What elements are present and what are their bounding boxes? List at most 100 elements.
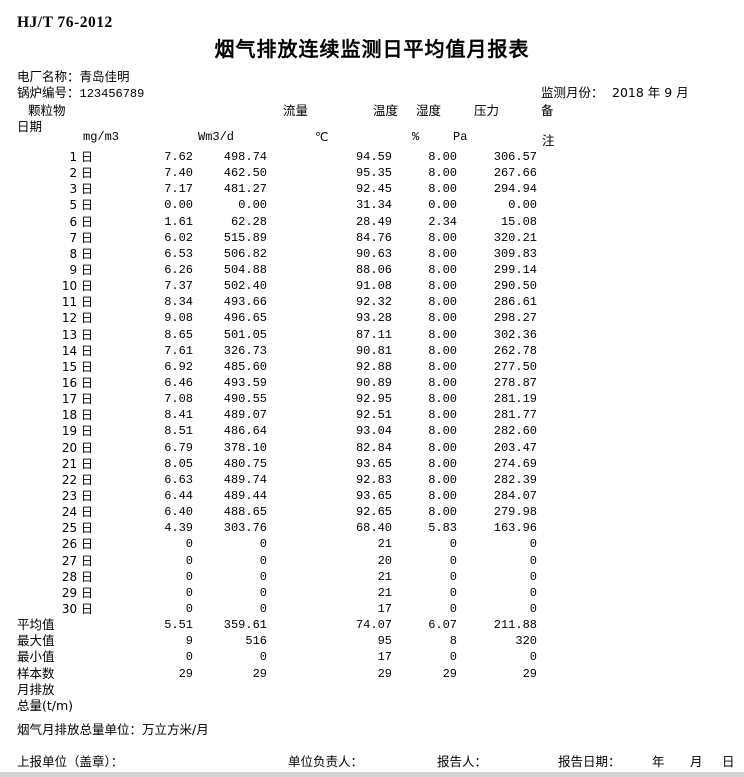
row-label: 5 日 xyxy=(69,198,93,213)
cell-value: 485.60 xyxy=(223,359,267,374)
row-label: 15 日 xyxy=(61,359,93,374)
cell-value: 21 xyxy=(377,569,392,584)
cell-value xyxy=(392,698,457,714)
row-label: 11 日 xyxy=(61,295,93,310)
cell-value: 8.51 xyxy=(164,424,193,439)
cell-value: 290.50 xyxy=(493,279,537,294)
row-label: 8 日 xyxy=(69,246,93,261)
row-label: 9 日 xyxy=(69,262,93,277)
cell-value: 0 xyxy=(529,537,537,552)
cell-value: 203.47 xyxy=(493,440,537,455)
cell-value: 1.61 xyxy=(164,214,193,229)
cell-value: 8.00 xyxy=(428,488,457,503)
cell-value: 7.62 xyxy=(164,150,193,164)
cell-value: 8.00 xyxy=(428,424,457,439)
column-header-remark-bottom: 注 xyxy=(542,133,555,148)
row-label: 14 日 xyxy=(61,343,93,358)
cell-value: 17 xyxy=(377,650,392,665)
row-label: 平均值 xyxy=(17,617,55,633)
cell-value: 92.88 xyxy=(355,359,392,374)
cell-value: 0 xyxy=(185,537,193,552)
cell-value: 92.83 xyxy=(355,472,392,487)
cell-value: 0 xyxy=(185,569,193,584)
monitor-month-label: 监测月份： xyxy=(541,85,604,100)
summary-row: 月排放 xyxy=(17,682,727,698)
day-row: 6 日 1.61 62.28 28.49 2.34 15.08 xyxy=(17,214,727,230)
monitor-month-value: 2018 年 9 月 xyxy=(612,85,689,100)
cell-value: 7.61 xyxy=(164,343,193,358)
cell-value: 9 xyxy=(185,634,193,649)
cell-value: 0 xyxy=(529,569,537,584)
day-row: 5 日 0.00 0.00 31.34 0.00 0.00 xyxy=(17,197,727,213)
cell-value: 8.00 xyxy=(428,311,457,326)
cell-value: 0 xyxy=(449,650,457,665)
day-row: 11 日 8.34 493.66 92.32 8.00 286.61 xyxy=(17,294,727,310)
cell-value: 8.00 xyxy=(428,150,457,164)
cell-value: 2.34 xyxy=(428,214,457,229)
unit-flow: Wm3/d xyxy=(198,130,235,144)
cell-value: 0 xyxy=(449,569,457,584)
cell-value xyxy=(267,682,392,698)
day-row: 3 日 7.17 481.27 92.45 8.00 294.94 xyxy=(17,181,727,197)
cell-value: 294.94 xyxy=(493,182,537,197)
cell-value: 281.19 xyxy=(493,392,537,407)
cell-value: 84.76 xyxy=(355,230,392,245)
cell-value: 8.00 xyxy=(428,456,457,471)
cell-value: 6.46 xyxy=(164,375,193,390)
row-label: 28 日 xyxy=(61,569,93,584)
cell-value: 93.65 xyxy=(355,456,392,471)
day-row: 19 日 8.51 486.64 93.04 8.00 282.60 xyxy=(17,423,727,439)
row-label: 13 日 xyxy=(61,327,93,342)
cell-value: 91.08 xyxy=(355,279,392,294)
cell-value: 282.39 xyxy=(493,472,537,487)
cell-value: 7.40 xyxy=(164,166,193,181)
cell-value: 490.55 xyxy=(223,392,267,407)
cell-value: 282.60 xyxy=(493,424,537,439)
cell-value: 21 xyxy=(377,585,392,600)
cell-value: 320 xyxy=(515,634,537,649)
plant-name-line: 电厂名称：青岛佳明 xyxy=(17,66,130,85)
cell-value: 62.28 xyxy=(230,214,267,229)
cell-value: 8.00 xyxy=(428,262,457,277)
cell-value: 498.74 xyxy=(223,150,267,164)
day-row: 18 日 8.41 489.07 92.51 8.00 281.77 xyxy=(17,407,727,423)
cell-value: 8.65 xyxy=(164,327,193,342)
cell-value: 8.00 xyxy=(428,182,457,197)
row-label: 3 日 xyxy=(69,182,93,197)
cell-value: 8.00 xyxy=(428,230,457,245)
cell-value: 359.61 xyxy=(223,618,267,633)
month-label: 月 xyxy=(690,754,703,769)
cell-value: 92.65 xyxy=(355,505,392,520)
cell-value: 5.83 xyxy=(428,521,457,536)
cell-value: 88.06 xyxy=(355,262,392,277)
cell-value: 489.74 xyxy=(223,472,267,487)
row-label: 24 日 xyxy=(61,505,93,520)
cell-value: 29 xyxy=(522,666,537,681)
cell-value xyxy=(93,698,193,714)
cell-value: 90.89 xyxy=(355,375,392,390)
day-row: 25 日 4.39 303.76 68.40 5.83 163.96 xyxy=(17,520,727,536)
cell-value: 4.39 xyxy=(164,521,193,536)
cell-value: 284.07 xyxy=(493,488,537,503)
cell-value: 90.81 xyxy=(355,343,392,358)
column-header-pressure: 压力 xyxy=(474,103,500,118)
cell-value: 15.08 xyxy=(500,214,537,229)
row-label: 最大值 xyxy=(17,633,55,649)
row-label: 17 日 xyxy=(61,392,93,407)
cell-value: 481.27 xyxy=(223,182,267,197)
cell-value: 29 xyxy=(442,666,457,681)
cell-value: 0.00 xyxy=(428,198,457,213)
cell-value: 6.92 xyxy=(164,359,193,374)
column-header-flow: 流量 xyxy=(283,103,309,118)
day-row: 12 日 9.08 496.65 93.28 8.00 298.27 xyxy=(17,310,727,326)
unit-pressure: Pa xyxy=(453,130,468,144)
cell-value: 8.00 xyxy=(428,327,457,342)
cell-value: 299.14 xyxy=(493,262,537,277)
unit-head-label: 单位负责人： xyxy=(288,754,364,769)
cell-value: 501.05 xyxy=(223,327,267,342)
column-header-remark-top: 备 xyxy=(541,103,554,118)
date-column-label: 日期 xyxy=(17,119,43,134)
cell-value: 480.75 xyxy=(223,456,267,471)
standard-code: HJ/T 76-2012 xyxy=(17,14,113,31)
summary-row: 最小值 0 0 17 0 0 xyxy=(17,649,727,665)
